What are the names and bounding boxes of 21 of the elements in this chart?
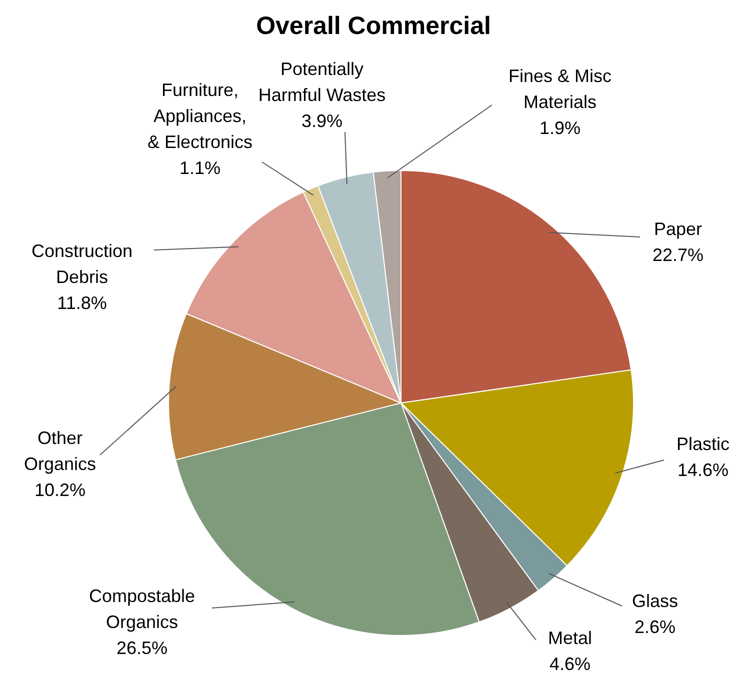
slice-label: Potentially Harmful Wastes [258, 58, 386, 105]
data-label: 1.9% [539, 118, 581, 138]
data-label: 10.2% [34, 480, 86, 500]
data-label: 2.6% [634, 616, 676, 637]
data-label: 1.1% [179, 158, 221, 178]
slice-label: Furniture, Appliances, & Electronics [147, 80, 253, 152]
slice-label: Plastic [676, 434, 730, 454]
data-label: 26.5% [116, 638, 168, 658]
slice-label: Glass [632, 590, 678, 611]
chart-title: Overall Commercial [255, 12, 492, 41]
data-label: 3.9% [301, 110, 343, 131]
slice-label: Paper [654, 218, 702, 239]
data-label: 4.6% [549, 654, 591, 674]
data-label: 14.6% [677, 460, 729, 480]
slice-label: Other Organics [24, 428, 96, 474]
slice-label: Construction Debris [31, 240, 133, 287]
data-label: 22.7% [652, 244, 704, 265]
slice-label: Metal [548, 628, 592, 648]
slice-label: Compostable Organics [88, 586, 196, 632]
data-label: 11.8% [57, 292, 107, 313]
slice-label: Fines & Misc Materials [508, 66, 612, 112]
